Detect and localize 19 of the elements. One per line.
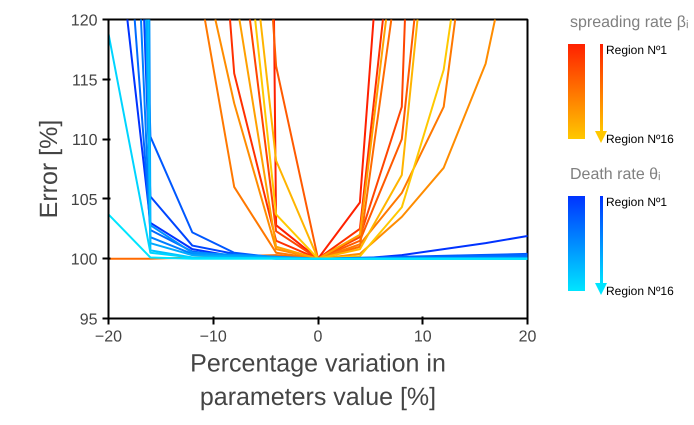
y-tick-label: 120 [70,12,98,30]
text: Death rate θᵢ [570,165,661,185]
y-tick-label: 115 [72,72,98,90]
y-axis-title: Error [%] [34,120,63,218]
y-tick-label: 110 [72,132,98,150]
text: Region Nº16 [606,131,674,148]
y-tick-label: 100 [70,252,98,269]
text: Region Nº16 [606,283,674,300]
y-tick-label: 95 [80,312,98,328]
text: Region Nº1 [606,194,668,211]
x-tick-label: −20 [94,328,122,346]
x-axis-title: Percentage variation in parameters value [%] [190,350,446,412]
x-tick-label: 20 [518,328,536,346]
x-tick-label: 10 [414,328,432,346]
y-tick-label: 105 [70,192,98,209]
x-tick-label: 0 [314,328,323,346]
x-tick-label: −10 [200,328,227,346]
text: Region Nº1 [606,42,668,59]
text: spreading rate βᵢ [570,13,688,33]
